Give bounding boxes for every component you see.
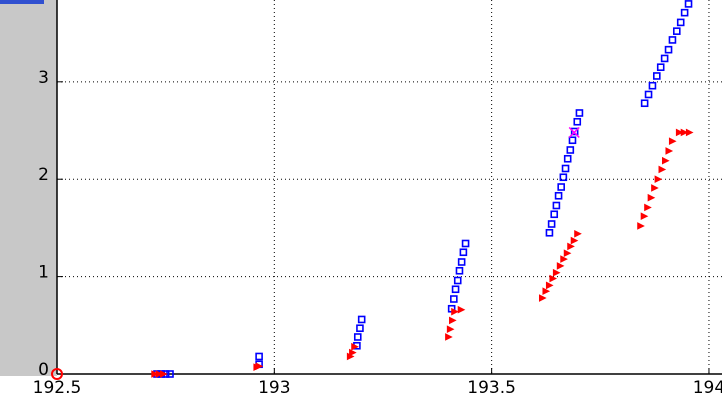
square-marker: [684, 0, 693, 8]
triangle-marker: [560, 255, 568, 263]
triangle-marker: [155, 370, 164, 378]
triangle-marker: [542, 287, 551, 296]
y-tick-label: 1: [38, 263, 49, 283]
figure-margin: [0, 0, 57, 376]
square-marker: [566, 146, 575, 154]
triangle-marker: [159, 370, 168, 378]
triangle-marker: [647, 193, 656, 202]
square-marker: [561, 164, 570, 173]
circle-marker: [51, 368, 63, 380]
square-marker: [450, 295, 458, 303]
square-marker: [575, 109, 584, 117]
square-marker: [550, 210, 559, 219]
square-marker: [644, 90, 653, 99]
triangle-marker: [644, 203, 652, 212]
square-marker: [653, 72, 661, 80]
triangle-marker: [640, 212, 649, 221]
triangle-marker: [457, 305, 466, 314]
square-marker: [457, 258, 466, 266]
square-marker: [680, 8, 689, 17]
triangle-marker: [538, 294, 547, 302]
x-tick-label: 193: [258, 378, 290, 398]
x-tick-label: 194: [693, 378, 722, 398]
square-marker: [570, 127, 579, 136]
square-marker: [353, 333, 362, 341]
triangle-marker: [651, 184, 659, 192]
square-marker: [547, 220, 556, 228]
triangle-marker: [545, 281, 554, 290]
triangle-marker: [451, 307, 459, 316]
triangle-marker: [665, 147, 674, 155]
square-marker: [656, 63, 665, 72]
square-marker: [356, 324, 364, 333]
triangle-marker: [449, 316, 457, 325]
square-marker: [557, 183, 565, 191]
triangle-marker: [675, 128, 684, 137]
triangle-marker: [658, 165, 667, 174]
square-marker: [554, 191, 563, 200]
y-tick-label: 0: [38, 360, 49, 380]
square-marker: [563, 154, 572, 163]
triangle-marker: [445, 333, 453, 341]
square-marker: [664, 45, 673, 54]
cropped-label: [0, 0, 44, 4]
triangle-marker: [349, 348, 357, 357]
square-marker: [453, 276, 462, 285]
triangle-marker: [563, 249, 572, 258]
square-marker: [559, 173, 568, 182]
square-marker: [668, 36, 677, 44]
cross-marker: [568, 126, 580, 138]
square-marker: [545, 228, 554, 237]
triangle-marker: [255, 362, 264, 371]
triangle-marker: [680, 128, 689, 137]
triangle-marker: [654, 175, 663, 184]
triangle-marker: [549, 274, 558, 283]
square-marker: [552, 201, 561, 210]
y-tick-label: 3: [38, 68, 49, 88]
triangle-marker: [556, 262, 565, 270]
triangle-marker: [567, 242, 575, 251]
square-marker: [255, 352, 263, 361]
triangle-marker: [570, 236, 579, 245]
square-marker: [461, 239, 470, 248]
triangle-marker: [661, 156, 670, 165]
square-marker: [648, 81, 657, 90]
triangle-marker: [668, 137, 677, 146]
plot-area: [57, 0, 722, 374]
triangle-marker: [151, 370, 159, 378]
square-marker: [676, 18, 685, 27]
triangle-marker: [685, 128, 694, 137]
square-marker: [660, 54, 669, 63]
triangle-marker: [351, 342, 359, 351]
square-marker: [451, 285, 460, 294]
square-marker: [459, 248, 468, 257]
triangle-marker: [552, 268, 561, 277]
triangle-marker: [574, 229, 582, 238]
triangle-marker: [446, 325, 455, 334]
square-marker: [568, 136, 577, 145]
square-marker: [573, 117, 582, 126]
x-tick-label: 192.5: [33, 378, 82, 398]
square-marker: [455, 266, 464, 275]
square-marker: [640, 99, 649, 108]
triangle-marker: [637, 222, 645, 230]
square-marker: [357, 315, 366, 324]
x-tick-label: 193.5: [467, 378, 516, 398]
y-tick-label: 2: [38, 165, 49, 185]
square-marker: [672, 27, 681, 35]
